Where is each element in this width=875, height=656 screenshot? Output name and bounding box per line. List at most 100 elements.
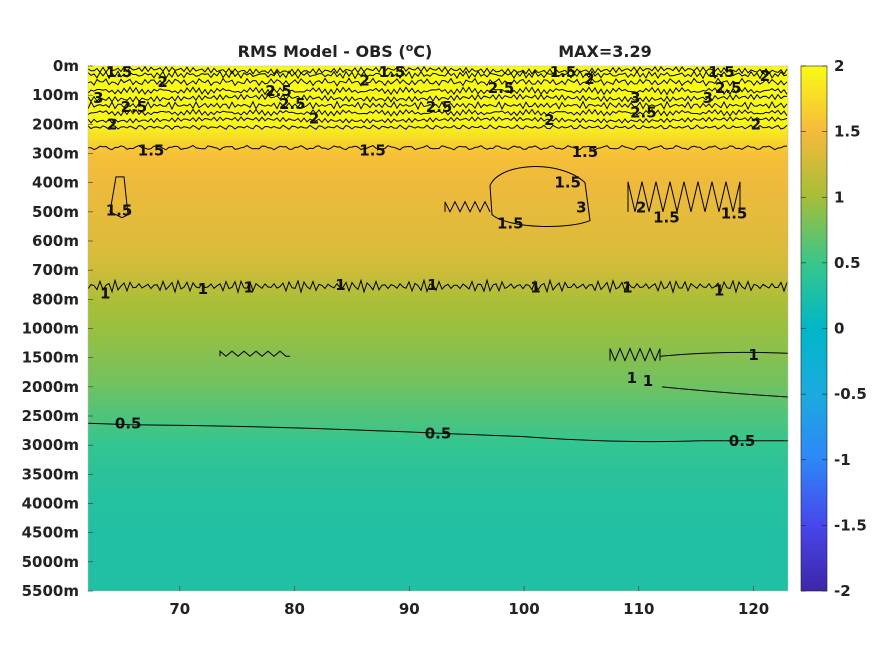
colorbar-tick-label: 1 [834,188,844,206]
contour-line [88,278,788,295]
y-tick-label: 500m [32,203,79,221]
max-label: MAX=3.29 [558,42,652,61]
colorbar-tick-label: 1.5 [834,123,861,141]
y-tick-label: 2000m [22,378,79,396]
contour-label: 1.5 [550,63,577,81]
contour-line [88,86,788,96]
y-tick-label: 5500m [22,582,79,600]
x-axis: 70 80 90 100 110 120 [169,586,769,618]
y-tick-label: 800m [32,290,79,308]
colorbar-tick-label: 0.5 [834,254,861,272]
contour-label: 1.5 [572,143,599,161]
contour-line [88,144,788,151]
colorbar-ticks: 2 1.5 1 0.5 0 -0.5 -1 -1.5 -2 [801,57,867,600]
contour-label: 2 [107,115,117,133]
contour-label: 0.5 [729,432,756,450]
contour-line [88,124,788,131]
contour-line [88,100,788,111]
field-background [88,66,788,591]
contour-label: 1 [100,285,110,303]
contour-label: 2.5 [715,79,742,97]
contour-label: 3 [93,89,103,107]
y-tick-label: 5000m [22,553,79,571]
contour-line [489,166,591,228]
x-tick-label: 120 [738,600,769,618]
x-tick-label: 90 [399,600,420,618]
y-tick-label: 1500m [22,349,79,367]
contour-label: 2 [157,73,167,91]
contour-line [219,350,291,357]
contour-label: 0.5 [115,414,142,432]
colorbar-tick-label: 0 [834,320,844,338]
contour-labels: 1.523 2.522.52.52 1.522.52.521.5 232.51.5 22… [93,63,770,450]
y-tick-label: 1000m [22,320,79,338]
contour-label: 1.5 [106,63,133,81]
y-tick-label: 700m [32,261,79,279]
contour-label: 1.5 [379,63,406,81]
contour-label: 1 [530,279,540,297]
contour-label: 1 [643,372,653,390]
contour-label: 1 [427,276,437,294]
y-tick-label: 600m [32,232,79,250]
y-tick-label: 400m [32,174,79,192]
contour-label: 2.5 [426,98,453,116]
colorbar-tick-label: -0.5 [834,385,867,403]
y-tick-label: 100m [32,86,79,104]
contour-label: 2.5 [265,82,292,100]
contour-label: 2 [636,199,646,217]
y-tick-label: 300m [32,145,79,163]
plot-area: 1.523 2.522.52.52 1.522.52.521.5 232.51.5 22… [88,63,788,591]
contour-label: 3 [576,199,586,217]
contour-label: 1.5 [721,204,748,222]
contour-label: 1 [243,279,253,297]
y-tick-label: 200m [32,115,79,133]
contour-label: 3 [702,89,712,107]
contour-label: 1 [748,346,758,364]
contour-lines [88,66,788,443]
contour-label: 1 [714,282,724,300]
y-tick-label: 4500m [22,524,79,542]
contour-label: 2 [544,111,554,129]
contour-line [627,181,741,212]
colorbar: 2 1.5 1 0.5 0 -0.5 -1 -1.5 -2 [800,57,867,600]
chart-title: RMS Model - OBS (oC) [238,41,433,61]
contour-label: 1.5 [708,63,735,81]
contour-label: 2 [359,72,369,90]
contour-line [88,422,788,443]
contour-line [661,386,788,398]
contour-label: 1.5 [106,201,133,219]
contour-label: 2.5 [121,98,148,116]
y-tick-label: 4000m [22,495,79,513]
contour-line [88,108,788,117]
contour-label: 2 [584,70,594,88]
contour-label: 2 [309,110,319,128]
contour-line [444,200,491,213]
x-tick-label: 100 [508,600,539,618]
contour-line [88,70,788,80]
contour-line [109,176,129,219]
contour-label: 2 [760,67,770,85]
contour-label: 1 [335,276,345,294]
y-tick-label: 3500m [22,465,79,483]
contour-label: 3 [630,89,640,107]
contour-label: 2 [751,115,761,133]
colorbar-tick-label: -1.5 [834,516,867,534]
contour-label: 2.5 [630,104,657,122]
colorbar-tick-label: -1 [834,451,851,469]
contour-label: 1.5 [554,174,581,192]
contour-label: 2.5 [488,79,515,97]
contour-line [88,77,788,87]
contour-label: 1.5 [653,209,680,227]
contour-line [88,93,788,103]
contour-line [659,351,788,357]
contour-line [609,347,661,362]
y-tick-label: 3000m [22,436,79,454]
x-tick-label: 110 [623,600,654,618]
contour-line [88,66,788,76]
contour-label: 1.5 [359,142,386,160]
y-tick-label: 2500m [22,407,79,425]
colorbar-tick-label: 2 [834,57,844,75]
x-tick-label: 80 [284,600,305,618]
x-tick-label: 70 [169,600,190,618]
